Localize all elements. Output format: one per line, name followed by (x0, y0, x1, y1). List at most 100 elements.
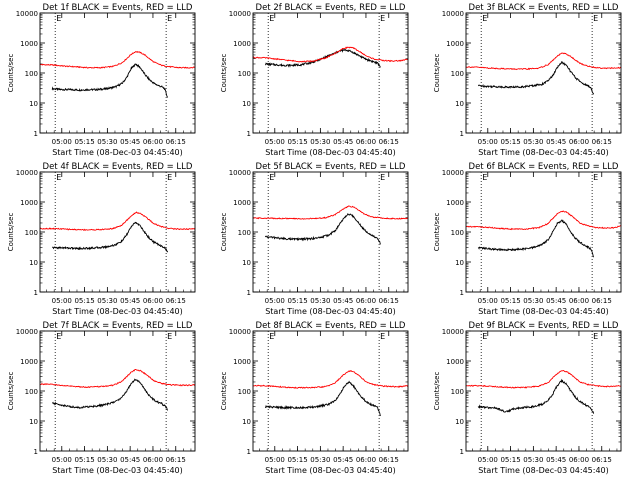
y-tick-label: 10 (29, 418, 38, 426)
plot-frame (39, 330, 196, 452)
y-tick-label: 100 (25, 229, 38, 237)
x-tick-label: 06:00 (569, 138, 589, 146)
plot-frame (252, 330, 409, 452)
time-marker-label: E (167, 173, 172, 182)
x-tick-label: 05:00 (265, 456, 285, 464)
x-tick-label: 05:30 (523, 138, 543, 146)
time-marker-label: E (269, 173, 274, 182)
events-series-line (478, 61, 595, 95)
x-tick-label: 06:15 (379, 456, 399, 464)
y-tick-label: 1 (460, 289, 464, 297)
y-axis-title: Counts/sec (433, 372, 441, 411)
x-tick-label: 05:15 (287, 456, 307, 464)
chart-title: Det 2f BLACK = Events, RED = LLD (256, 3, 406, 13)
events-series-line (51, 63, 169, 98)
plot-frame (465, 171, 622, 293)
y-tick-label: 1 (34, 448, 38, 456)
y-tick-label: 1000 (233, 358, 251, 366)
detector-chart-6: Det 6f BLACK = Events, RED = LLD Counts/s… (433, 162, 622, 316)
y-tick-label: 10000 (442, 10, 464, 18)
y-tick-label: 1000 (20, 199, 38, 207)
y-tick-label: 100 (25, 388, 38, 396)
y-tick-label: 10 (29, 100, 38, 108)
lld-series-line (465, 369, 622, 389)
x-tick-label: 05:30 (97, 456, 117, 464)
y-axis-title: Counts/sec (7, 54, 15, 93)
x-tick-label: 06:00 (569, 297, 589, 305)
lld-series-line (39, 368, 196, 389)
events-series-line (264, 213, 381, 245)
time-marker-label: E (56, 14, 61, 23)
chart-title: Det 9f BLACK = Events, RED = LLD (469, 321, 619, 331)
time-marker-label: E (482, 332, 487, 341)
detector-chart-2: Det 2f BLACK = Events, RED = LLD Counts/s… (220, 3, 409, 157)
x-tick-label: 06:15 (379, 297, 399, 305)
time-marker-label: E (56, 332, 61, 341)
detector-chart-9: Det 9f BLACK = Events, RED = LLD Counts/s… (433, 321, 622, 475)
chart-title: Det 3f BLACK = Events, RED = LLD (469, 3, 619, 13)
y-tick-label: 100 (238, 70, 251, 78)
time-marker-label: E (380, 173, 385, 182)
plot-frame (252, 171, 409, 293)
time-marker-label: E (593, 332, 598, 341)
chart-title: Det 4f BLACK = Events, RED = LLD (43, 162, 193, 172)
y-tick-label: 100 (451, 70, 464, 78)
y-tick-label: 1000 (446, 40, 464, 48)
y-axis-title: Counts/sec (220, 213, 228, 252)
y-axis-title: Counts/sec (220, 372, 228, 411)
detector-chart-1: Det 1f BLACK = Events, RED = LLD Counts/s… (7, 3, 196, 157)
x-tick-label: 05:00 (265, 297, 285, 305)
detector-chart-5: Det 5f BLACK = Events, RED = LLD Counts/s… (220, 162, 409, 316)
chart-title: Det 6f BLACK = Events, RED = LLD (469, 162, 619, 172)
y-axis-title: Counts/sec (7, 213, 15, 252)
x-tick-label: 05:30 (97, 297, 117, 305)
x-tick-label: 05:30 (523, 456, 543, 464)
y-tick-label: 1 (34, 130, 38, 138)
lld-series-line (39, 211, 196, 231)
y-tick-label: 1 (247, 448, 251, 456)
x-tick-label: 05:30 (310, 456, 330, 464)
detector-chart-3: Det 3f BLACK = Events, RED = LLD Counts/s… (433, 3, 622, 157)
x-axis-title: Start Time (08-Dec-03 04:45:40) (478, 148, 609, 157)
y-tick-label: 1000 (446, 358, 464, 366)
x-tick-label: 05:15 (500, 297, 520, 305)
chart-title: Det 8f BLACK = Events, RED = LLD (256, 321, 406, 331)
x-tick-label: 05:45 (120, 456, 140, 464)
lld-series-line (39, 50, 196, 69)
y-tick-label: 10000 (229, 10, 251, 18)
events-series-line (477, 378, 595, 414)
x-tick-label: 05:15 (74, 456, 94, 464)
y-tick-label: 10000 (16, 10, 38, 18)
x-tick-label: 06:15 (592, 456, 612, 464)
y-tick-label: 10000 (442, 169, 464, 177)
x-tick-label: 06:00 (356, 297, 376, 305)
x-tick-label: 06:00 (356, 456, 376, 464)
x-tick-label: 06:00 (143, 138, 163, 146)
y-tick-label: 1 (34, 289, 38, 297)
time-marker-label: E (593, 173, 598, 182)
time-marker-label: E (167, 14, 172, 23)
y-tick-label: 10 (455, 259, 464, 267)
x-tick-label: 05:30 (97, 138, 117, 146)
y-tick-label: 10 (455, 100, 464, 108)
y-tick-label: 1000 (20, 40, 38, 48)
y-tick-label: 10000 (16, 328, 38, 336)
y-tick-label: 1 (247, 289, 251, 297)
chart-title: Det 1f BLACK = Events, RED = LLD (43, 3, 193, 13)
y-tick-label: 10000 (442, 328, 464, 336)
lld-series-line (252, 370, 409, 389)
time-marker-label: E (167, 332, 172, 341)
y-tick-label: 1000 (446, 199, 464, 207)
y-tick-label: 1000 (233, 40, 251, 48)
x-tick-label: 05:15 (287, 297, 307, 305)
y-axis-title: Counts/sec (433, 54, 441, 93)
x-tick-label: 05:45 (333, 456, 353, 464)
x-tick-label: 06:00 (356, 138, 376, 146)
x-axis-title: Start Time (08-Dec-03 04:45:40) (265, 148, 396, 157)
detector-chart-4: Det 4f BLACK = Events, RED = LLD Counts/s… (7, 162, 196, 316)
x-tick-label: 05:45 (546, 456, 566, 464)
x-tick-label: 05:15 (74, 297, 94, 305)
events-series-line (264, 380, 381, 417)
y-tick-label: 1 (247, 130, 251, 138)
